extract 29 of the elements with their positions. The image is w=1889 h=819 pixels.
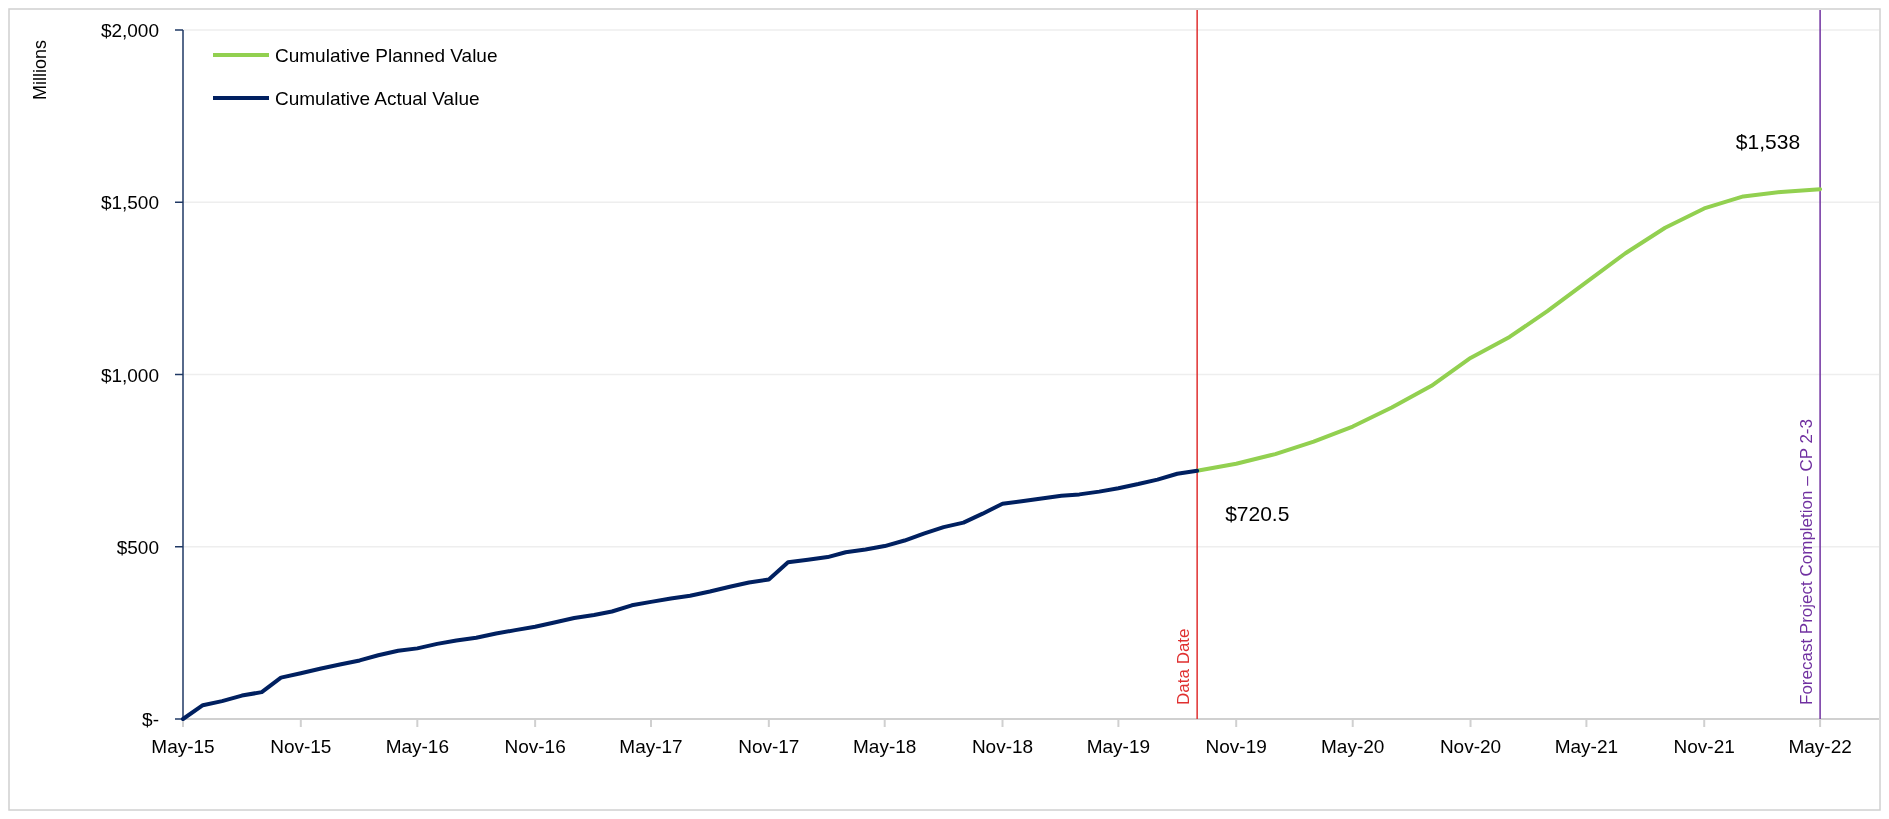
x-tick-label: Nov-19 xyxy=(1205,736,1267,757)
y-tick-label: $2,000 xyxy=(100,20,159,41)
line-series xyxy=(181,468,1200,721)
x-tick-label: May-18 xyxy=(853,736,917,757)
x-tick-label: Nov-17 xyxy=(738,736,800,757)
y-tick-label: $- xyxy=(142,709,159,730)
x-tick-label: Nov-20 xyxy=(1439,736,1502,757)
x-tick-label: May-15 xyxy=(151,736,215,757)
line-series xyxy=(1195,187,1823,473)
x-tick-label: Nov-18 xyxy=(971,736,1034,757)
y-axis-title: Millions xyxy=(30,39,50,101)
x-tick-label: May-17 xyxy=(619,736,683,757)
legend-label: Cumulative Planned Value xyxy=(275,45,498,66)
x-tick-label: May-19 xyxy=(1086,736,1151,757)
x-tick-label: May-22 xyxy=(1788,736,1852,757)
ref-line-label: Data Date xyxy=(1174,628,1194,705)
x-tick-label: Nov-21 xyxy=(1673,736,1735,757)
x-tick-label: May-21 xyxy=(1554,736,1619,757)
y-tick-label: $1,000 xyxy=(100,364,159,386)
annotation: $720.5 xyxy=(1225,501,1290,525)
x-tick-label: May-20 xyxy=(1321,736,1385,757)
legend-label: Cumulative Actual Value xyxy=(275,88,480,109)
annotation: $1,538 xyxy=(1735,130,1801,154)
y-tick-label: $1,500 xyxy=(100,192,159,214)
ref-line-label: Forecast Project Completion – CP 2-3 xyxy=(1797,419,1817,705)
x-tick-label: Nov-15 xyxy=(270,736,332,757)
x-tick-label: May-16 xyxy=(385,736,450,757)
y-tick-label: $500 xyxy=(116,536,159,558)
x-tick-label: Nov-16 xyxy=(504,736,566,757)
